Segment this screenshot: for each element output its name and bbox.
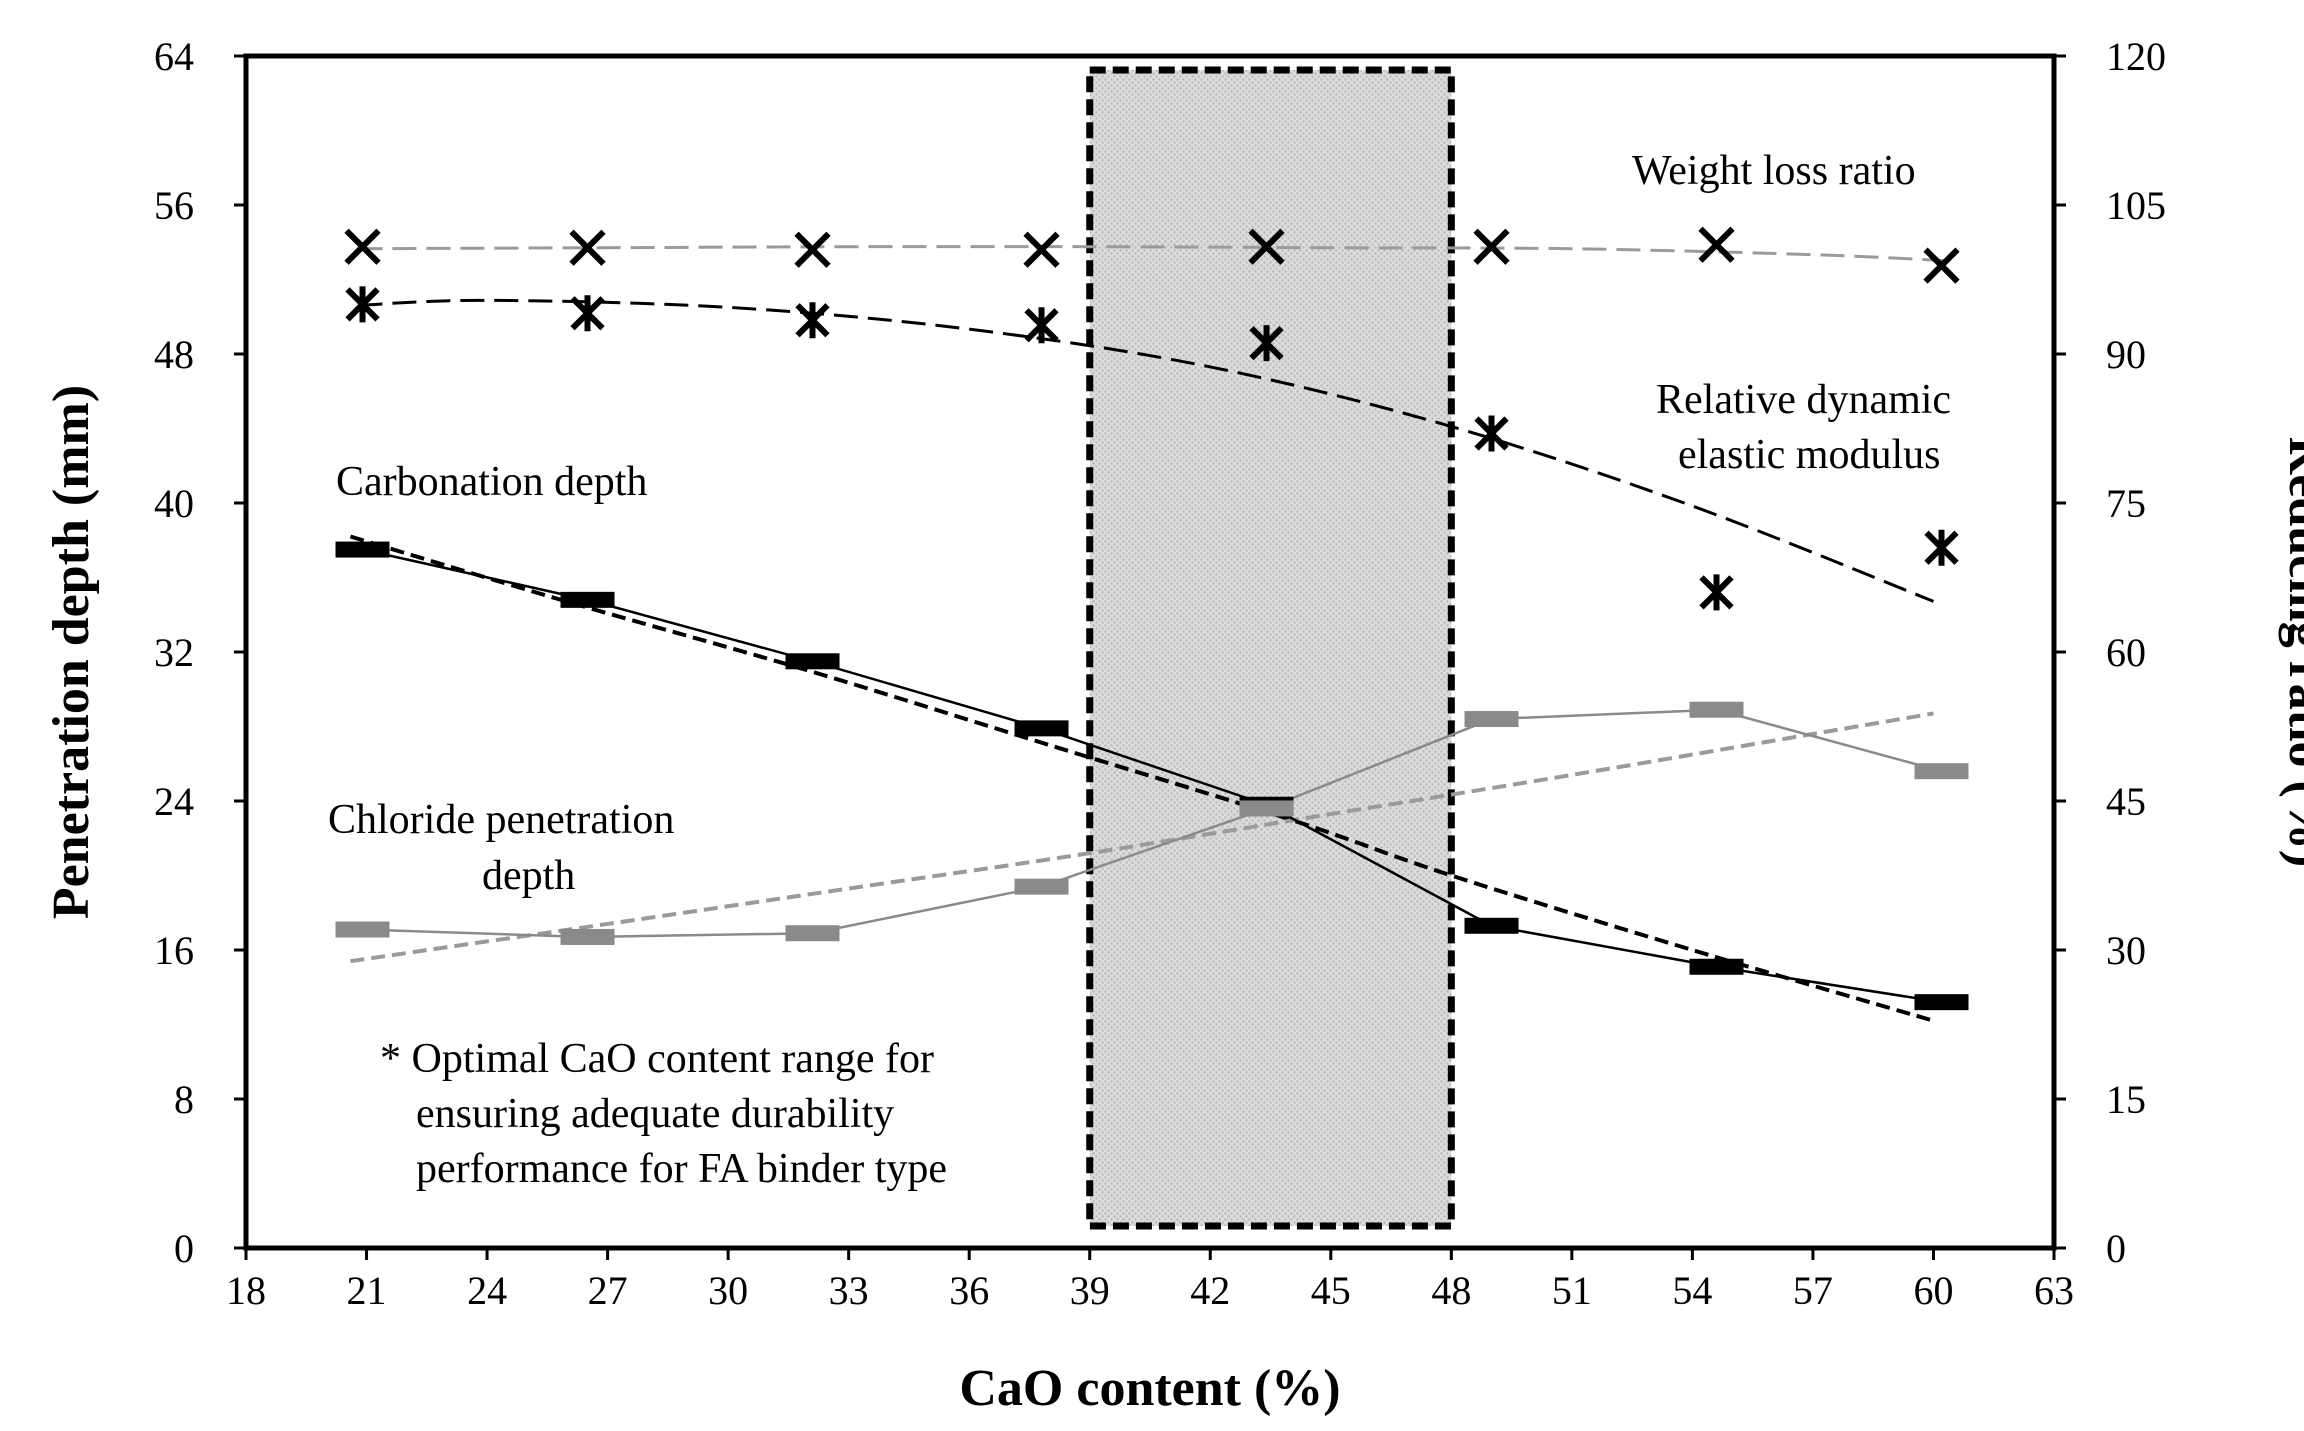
y-tick-label: 16 [154,928,194,973]
y-tick-label: 56 [154,183,194,228]
weight-loss-point [1698,226,1735,263]
carbonation-point [785,653,840,670]
rdem-point [1699,574,1734,611]
rdem-point [1924,529,1959,566]
x-tick-label: 33 [829,1268,869,1313]
carbonation-point [560,591,615,608]
carbonation-point [1914,994,1969,1011]
optimal-note-line1: * Optimal CaO content range for [380,1036,934,1082]
y2-tick-label: 45 [2106,779,2146,824]
chloride-point [1239,800,1294,817]
weight-loss-point [1248,228,1285,265]
chloride-label-line1: Chloride penetration [328,797,674,843]
x-tick-label: 45 [1311,1268,1351,1313]
x-tick-label: 63 [2034,1268,2074,1313]
y2-tick-label: 90 [2106,332,2146,377]
x-tick-label: 18 [226,1268,266,1313]
weight-loss-point [1023,231,1060,268]
rdem-trendline [358,298,1935,603]
chloride-line [362,708,1942,939]
x-tick-label: 57 [1793,1268,1833,1313]
x-tick-label: 27 [588,1268,628,1313]
x-tick-label: 24 [467,1268,507,1313]
rdem-point [1249,325,1284,362]
y2-tick-label: 0 [2106,1226,2126,1271]
weight-loss-point [569,229,606,266]
x-tick-label: 42 [1190,1268,1230,1313]
weight-loss-label: Weight loss ratio [1632,148,1916,194]
carbonation-label: Carbonation depth [336,459,647,505]
rdem-point [1474,415,1509,452]
chloride-point [1014,878,1069,895]
rdem-label-line2: elastic modulus [1678,432,1940,478]
y2-tick-label: 75 [2106,481,2146,526]
x-tick-label: 30 [708,1268,748,1313]
optimal-note-line2: ensuring adequate durability [416,1091,894,1137]
y2-tick-label: 60 [2106,630,2146,675]
x-tick-label: 51 [1552,1268,1592,1313]
optimal-note-line3: performance for FA binder type [416,1146,947,1192]
x-tick-label: 48 [1431,1268,1471,1313]
y-tick-label: 48 [154,332,194,377]
y2-tick-label: 120 [2106,34,2166,79]
weight-loss-point [1473,228,1510,265]
weight-loss-point [794,231,831,268]
carbonation-trendline [349,534,1935,1023]
x-tick-label: 60 [1913,1268,1953,1313]
carbonation-point [335,541,390,558]
weight-loss-point [344,228,381,265]
chloride-point [785,925,840,942]
carbonation-line [362,548,1942,1004]
chloride-point [1914,763,1969,780]
chloride-point [335,921,390,938]
carbonation-point [1689,958,1744,975]
weight-loss-point [1923,247,1960,284]
y2-tick-label: 105 [2106,183,2166,228]
x-axis-title: CaO content (%) [959,1360,1340,1417]
rdem-point [795,302,830,339]
x-tick-label: 54 [1672,1268,1712,1313]
y-tick-label: 0 [174,1226,194,1271]
optimal-range-box [1086,66,1455,1230]
y-tick-label: 32 [154,630,194,675]
rdem-label-line1: Relative dynamic [1656,377,1951,423]
carbonation-point [1014,720,1069,737]
rdem-point [345,286,380,323]
y2-axis-title: Reducing ratio (%) [2278,437,2304,867]
x-tick-label: 36 [949,1268,989,1313]
y-tick-label: 24 [154,779,194,824]
rdem-point [570,295,605,332]
rdem-point [1024,307,1059,344]
chloride-point [1689,701,1744,718]
x-tick-label: 21 [347,1268,387,1313]
x-tick-label: 39 [1070,1268,1110,1313]
y-axis-title: Penetration depth (mm) [43,385,100,919]
y2-tick-label: 30 [2106,928,2146,973]
y2-tick-label: 15 [2106,1077,2146,1122]
weight-loss-trendline [358,245,1946,263]
y-tick-label: 8 [174,1077,194,1122]
chloride-point [560,928,615,945]
carbonation-point [1464,917,1519,934]
chloride-point [1464,711,1519,728]
y-tick-label: 64 [154,34,194,79]
chloride-label-line2: depth [482,853,575,899]
y-tick-label: 40 [154,481,194,526]
